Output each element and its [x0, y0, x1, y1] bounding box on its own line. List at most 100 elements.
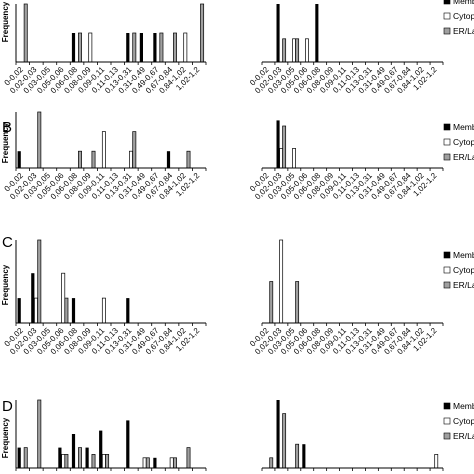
- panel-B-right: 0-0,020,02-0,030,03-0,050,05-0,060,06-0,…: [248, 120, 474, 201]
- y-axis-label: Frequency: [1, 122, 10, 163]
- bar-er: [145, 457, 150, 469]
- legend-swatch-er: [443, 281, 451, 289]
- bar-er: [173, 32, 177, 63]
- panel-B-left: 0-0,020,02-0,030,03-0,050,05-0,060,06-0,…: [1, 111, 207, 201]
- bar-membrane: [126, 33, 130, 62]
- panel-label: B: [2, 119, 12, 136]
- legend-swatch-er: [443, 153, 451, 161]
- bar-er: [282, 38, 287, 63]
- bar-er: [78, 447, 82, 469]
- legend-swatch-cytoplasm: [443, 12, 451, 20]
- bar-er: [295, 38, 300, 63]
- legend-swatch-membrane: [443, 251, 451, 259]
- legend-swatch-cytoplasm: [443, 417, 451, 425]
- bar-er: [186, 150, 191, 169]
- legend-swatch-er: [443, 27, 451, 35]
- bar-membrane: [58, 447, 62, 468]
- bar-cytoplasm: [101, 454, 106, 469]
- bar-er: [282, 413, 287, 469]
- y-axis-label: Frequency: [1, 264, 10, 305]
- bar-er: [132, 131, 137, 169]
- legend-label-cytoplasm: Cytoplasm: [453, 137, 474, 147]
- legend-label-cytoplasm: Cytoplasm: [453, 416, 474, 426]
- legend-label-er: ER/Late Vesicles: [453, 431, 474, 441]
- bar-er: [269, 281, 274, 324]
- bar-cytoplasm: [129, 150, 133, 169]
- bar-membrane: [315, 4, 319, 62]
- bar-membrane: [153, 33, 157, 62]
- bar-membrane: [17, 298, 21, 323]
- bar-cytoplasm: [101, 297, 106, 324]
- bar-cytoplasm: [88, 32, 93, 63]
- legend-label-er: ER/Late Vesicles: [453, 280, 474, 290]
- bar-er: [186, 447, 191, 469]
- bar-membrane: [139, 33, 143, 62]
- legend-swatch-membrane: [443, 402, 451, 410]
- bar-er: [269, 457, 274, 469]
- legend-swatch-membrane: [443, 0, 451, 5]
- panel-D-right: Membrane Cytoplasm ER/Late Vesicles: [261, 400, 474, 471]
- bar-er: [37, 239, 42, 324]
- legend-label-cytoplasm: Cytoplasm: [453, 265, 474, 275]
- bar-er: [37, 399, 42, 469]
- panel-label: C: [2, 234, 13, 251]
- legend-label-er: ER/Late Vesicles: [453, 26, 474, 36]
- y-axis-label: Frequency: [1, 417, 10, 458]
- bar-er: [78, 32, 82, 63]
- bar-er: [91, 454, 96, 469]
- bar-er: [91, 150, 96, 169]
- bar-er: [282, 125, 287, 169]
- bar-cytoplasm: [292, 38, 296, 63]
- bar-er: [64, 297, 69, 324]
- bar-membrane: [276, 120, 280, 168]
- legend-label-membrane: Membrane: [453, 250, 474, 260]
- bar-er: [159, 32, 164, 63]
- bar-membrane: [17, 447, 21, 468]
- bar-cytoplasm: [279, 148, 284, 169]
- bar-cytoplasm: [183, 32, 188, 63]
- bar-er: [23, 3, 28, 63]
- legend-swatch-cytoplasm: [443, 266, 451, 274]
- bar-er: [295, 443, 300, 469]
- bar-membrane: [153, 457, 157, 468]
- bar-membrane: [166, 151, 171, 168]
- bar-cytoplasm: [61, 272, 66, 324]
- panel-D-left: Frequency D: [1, 398, 207, 471]
- bar-cytoplasm: [142, 457, 147, 469]
- bar-er: [295, 281, 300, 324]
- bar-membrane: [71, 33, 76, 62]
- bar-membrane: [71, 298, 76, 323]
- bar-membrane: [31, 273, 35, 323]
- bar-membrane: [302, 444, 306, 468]
- panel-A-right: 0-0,020,02-0,030,03-0,050,05-0,060,06-0,…: [248, 0, 474, 95]
- bar-membrane: [276, 4, 280, 62]
- bar-cytoplasm: [61, 454, 66, 469]
- bar-cytoplasm: [279, 239, 284, 324]
- bar-er: [78, 150, 82, 169]
- panel-C-right: 0-0,020,02-0,030,03-0,050,05-0,060,06-0,…: [248, 239, 474, 356]
- legend-swatch-cytoplasm: [443, 138, 451, 146]
- bar-er: [23, 447, 28, 469]
- legend-swatch-membrane: [443, 123, 451, 131]
- bar-er: [173, 457, 177, 469]
- bar-membrane: [126, 298, 130, 323]
- bar-membrane: [17, 151, 21, 168]
- bar-cytoplasm: [434, 454, 439, 469]
- legend-label-membrane: Membrane: [453, 122, 474, 132]
- panel-label: D: [2, 398, 13, 415]
- bar-membrane: [85, 447, 89, 468]
- bar-cytoplasm: [292, 148, 296, 169]
- bar-membrane: [276, 400, 280, 468]
- bar-er: [132, 32, 137, 63]
- bar-membrane: [71, 434, 76, 468]
- bar-cytoplasm: [101, 131, 106, 169]
- bar-er: [105, 454, 110, 469]
- bar-cytoplasm: [34, 297, 38, 324]
- legend-label-membrane: Membrane: [453, 401, 474, 411]
- legend-label-membrane: Membrane: [453, 0, 474, 6]
- bar-membrane: [99, 430, 103, 468]
- legend-swatch-er: [443, 432, 451, 440]
- bar-membrane: [126, 420, 130, 468]
- bar-er: [37, 111, 42, 169]
